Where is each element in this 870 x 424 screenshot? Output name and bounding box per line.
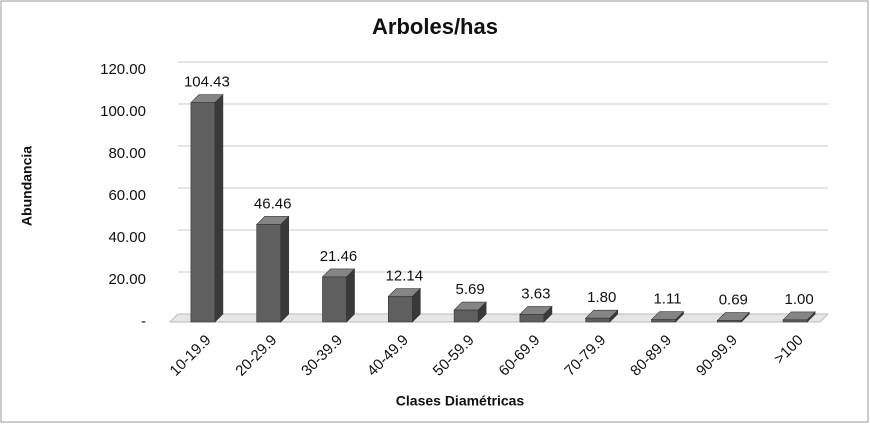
y-tick-label: 100.00 — [100, 103, 146, 120]
bar — [651, 319, 676, 323]
value-label: 3.63 — [521, 285, 550, 302]
value-label: 21.46 — [320, 248, 358, 265]
value-label: 12.14 — [386, 267, 424, 284]
bar — [716, 320, 742, 323]
bar — [322, 276, 347, 323]
value-label: 1.00 — [784, 291, 813, 308]
value-label: 1.80 — [587, 289, 616, 306]
bar-side — [280, 215, 290, 323]
bar — [190, 102, 216, 323]
bar — [256, 224, 282, 323]
bar — [519, 314, 545, 323]
x-axis-title: Clases Diamétricas — [396, 393, 525, 409]
value-label: 104.43 — [184, 74, 230, 91]
y-tick-label: 40.00 — [108, 229, 146, 246]
y-tick-label: 20.00 — [108, 271, 146, 288]
bar-side — [346, 268, 355, 323]
value-label: 5.69 — [455, 281, 484, 298]
y-tick-label: 60.00 — [108, 187, 146, 204]
value-label: 1.11 — [653, 291, 681, 308]
chart-title: Arboles/has — [372, 14, 498, 39]
bar — [387, 296, 413, 323]
y-axis-title: Abundancia — [19, 146, 35, 226]
y-tick-label: 120.00 — [100, 61, 146, 78]
value-label: 0.69 — [719, 292, 748, 309]
bar-side — [214, 93, 224, 323]
bar — [585, 317, 611, 323]
y-tick-label: 80.00 — [108, 145, 146, 162]
value-label: 46.46 — [254, 195, 292, 212]
bar — [782, 319, 808, 323]
y-tick-label: - — [141, 313, 146, 330]
bar — [453, 309, 479, 323]
